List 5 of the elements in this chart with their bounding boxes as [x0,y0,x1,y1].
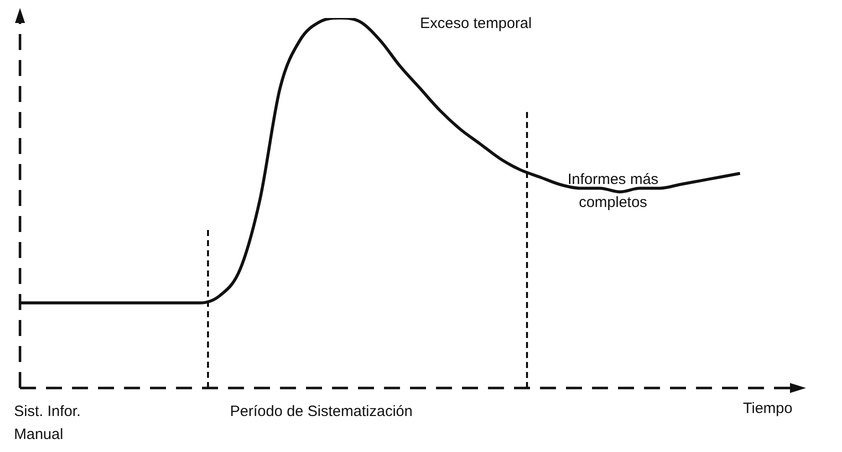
text: Sist. Infor. Manual [14,402,82,445]
x-axis-title: Tiempo [743,400,792,417]
annotation: Exceso temporal [420,14,533,34]
text: Período de Sistematización [230,402,414,422]
annotation: Informes más completos [566,170,660,213]
